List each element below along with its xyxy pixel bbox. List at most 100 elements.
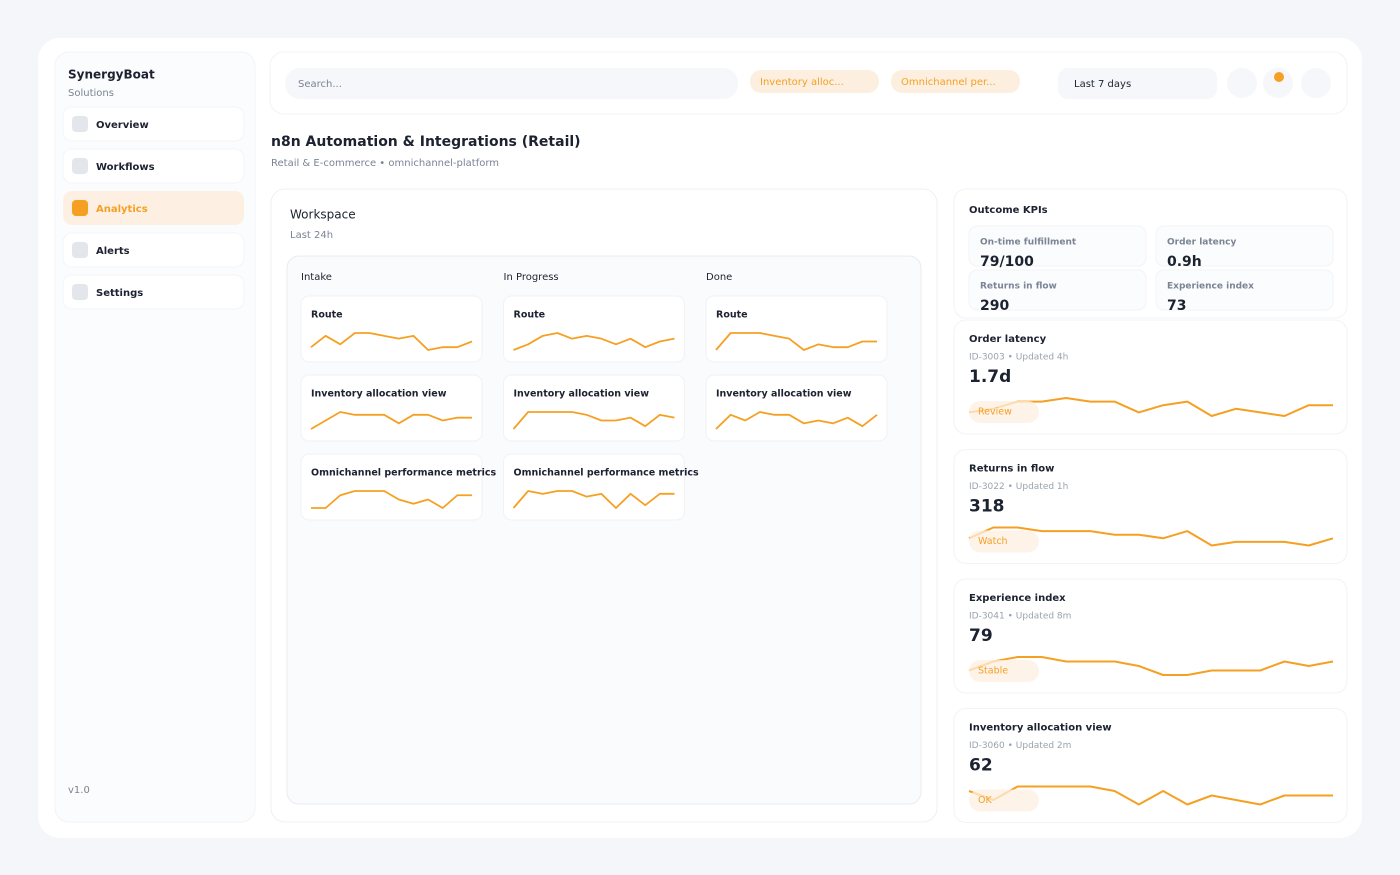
nav-label: Alerts (96, 246, 130, 257)
search[interactable] (285, 68, 738, 99)
sparkline (968, 526, 1334, 547)
status-label: Review (978, 407, 1012, 418)
metric-title: Order latency (969, 334, 1047, 345)
version: v1.0 (68, 785, 90, 796)
sparkline (512, 411, 675, 430)
page-title: n8n Automation & Integrations (Retail) (271, 134, 581, 150)
nav-label: Workflows (96, 162, 155, 173)
sparkline (968, 785, 1333, 806)
sparkline (968, 656, 1334, 676)
metric-meta: ID-3022 • Updated 1h (969, 482, 1068, 492)
nav-item[interactable] (62, 148, 245, 184)
sparkline (513, 332, 675, 351)
sparkline (512, 490, 675, 509)
column-title: Intake (301, 272, 332, 283)
column-title: In Progress (504, 272, 559, 283)
kpi-value: 79/100 (980, 254, 1034, 270)
kpi-value: 73 (1167, 298, 1186, 314)
tagline: Solutions (68, 88, 114, 99)
range-select[interactable] (1058, 68, 1217, 99)
metric-value: 318 (969, 497, 1005, 517)
task-card-title: Route (514, 310, 546, 321)
task-card-title: Inventory allocation view (716, 389, 852, 400)
task-card-title: Route (311, 310, 343, 321)
task-card[interactable] (705, 295, 888, 363)
filter-chip[interactable] (750, 70, 879, 93)
kpi-title: Outcome KPIs (969, 205, 1048, 216)
kpi-value: 0.9h (1167, 254, 1202, 270)
status-pill (969, 530, 1039, 553)
metric-meta: ID-3041 • Updated 8m (969, 612, 1071, 622)
task-card-title: Route (716, 310, 748, 321)
status-pill (969, 660, 1039, 682)
metric-card[interactable] (953, 449, 1348, 564)
kpi-tile (968, 269, 1147, 311)
task-card[interactable] (503, 453, 685, 521)
metric-title: Returns in flow (969, 464, 1054, 475)
status-label: Watch (978, 536, 1008, 547)
metric-card[interactable] (953, 708, 1348, 823)
board-columns: Intake Route Inventory allocation view Omni… (300, 272, 888, 521)
task-card-title: Inventory allocation view (514, 389, 650, 400)
filter-chip-label: Inventory alloc... (760, 77, 844, 88)
metric-card[interactable] (953, 319, 1348, 435)
nav: Overview Workflows Analytics Alerts Settings (62, 106, 245, 310)
sparkline (715, 411, 878, 430)
task-card[interactable] (503, 295, 685, 363)
task-card-title: Omnichannel performance metrics (311, 468, 497, 479)
metric-value: 62 (969, 756, 993, 776)
page-subtitle: Retail & E-commerce • omnichannel-platfo… (271, 158, 499, 169)
nav-item[interactable] (62, 106, 245, 142)
nav-item[interactable] (62, 232, 245, 268)
metric-title: Inventory allocation view (969, 723, 1112, 734)
brand: SynergyBoat (68, 68, 155, 82)
kpi-label: Experience index (1167, 282, 1254, 292)
nav-icon (72, 116, 88, 132)
status-pill (969, 789, 1039, 812)
nav-item[interactable] (63, 191, 244, 225)
task-card[interactable] (300, 453, 483, 521)
metric-value: 1.7d (969, 367, 1011, 387)
kpi-label: Returns in flow (980, 282, 1057, 292)
kpi-label: On-time fulfillment (980, 238, 1077, 248)
sparkline (310, 411, 472, 430)
nav-label: Analytics (96, 204, 148, 215)
kpi-label: Order latency (1167, 238, 1237, 248)
sparkline (311, 490, 472, 509)
filter-chip-label: Omnichannel per... (901, 77, 996, 88)
kpi-grid: On-time fulfillment 79/100 Order latency 0.… (968, 225, 1334, 314)
kpi-tile (1155, 225, 1334, 267)
task-card[interactable] (300, 295, 483, 363)
metric-card[interactable] (953, 578, 1348, 694)
nav-icon (72, 242, 88, 258)
filter-chip[interactable] (891, 70, 1020, 93)
notification-dot (1274, 72, 1284, 82)
avatar[interactable] (1301, 68, 1331, 98)
workspace-title: Workspace (290, 208, 356, 222)
status-pill (969, 401, 1039, 423)
search-placeholder: Search... (298, 79, 342, 90)
task-card-title: Omnichannel performance metrics (514, 468, 700, 479)
nav-item[interactable] (62, 274, 245, 310)
metric-title: Experience index (969, 593, 1066, 604)
nav-icon (72, 158, 88, 174)
status-label: Stable (978, 666, 1008, 677)
kpi-value: 290 (980, 298, 1009, 314)
sparkline (715, 332, 877, 351)
task-card[interactable] (705, 374, 888, 442)
metric-meta: ID-3060 • Updated 2m (969, 741, 1071, 751)
metric-value: 79 (969, 626, 993, 646)
kpi-tile (1155, 269, 1334, 311)
icon-button[interactable] (1227, 68, 1257, 98)
task-card[interactable] (503, 374, 685, 442)
sparkline (310, 332, 473, 351)
nav-label: Overview (96, 120, 149, 131)
metric-meta: ID-3003 • Updated 4h (969, 353, 1068, 363)
nav-icon (72, 200, 88, 216)
notifications-button[interactable] (1263, 68, 1293, 98)
workspace-subtitle: Last 24h (290, 230, 333, 241)
column-title: Done (706, 272, 732, 283)
task-card[interactable] (300, 374, 483, 442)
nav-label: Settings (96, 288, 143, 299)
